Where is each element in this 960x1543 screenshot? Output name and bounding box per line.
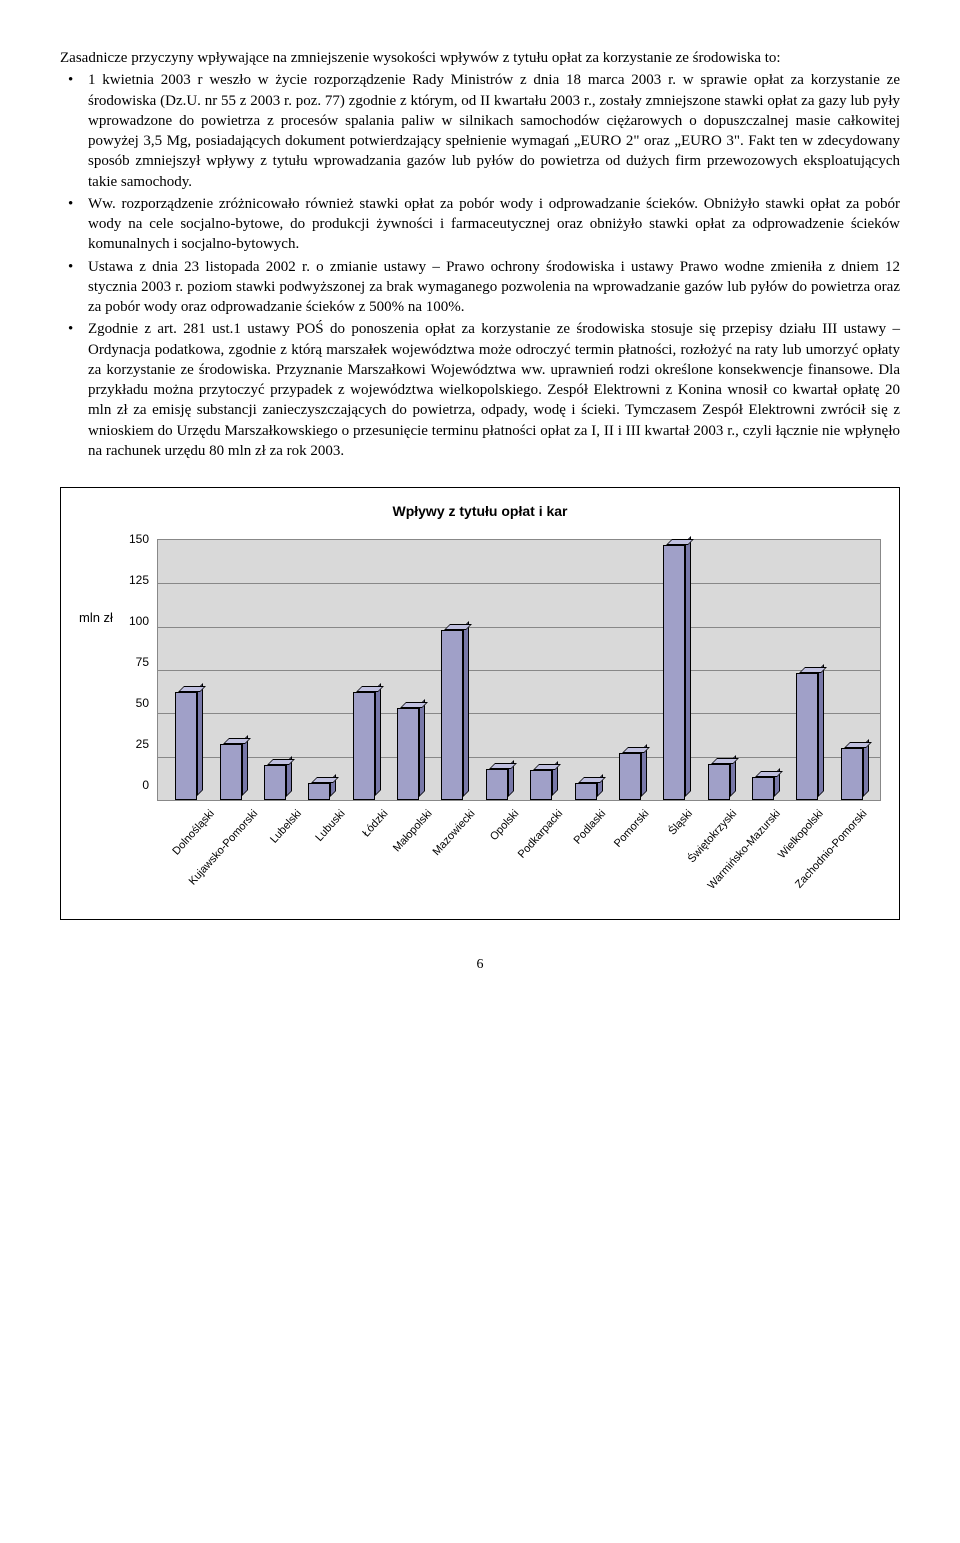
bar <box>663 545 685 800</box>
ytick: 100 <box>129 614 149 628</box>
chart-container: Wpływy z tytułu opłat i kar mln zł 150 1… <box>60 487 900 920</box>
bar <box>708 764 730 800</box>
chart-yticks: 150 125 100 75 50 25 0 <box>129 532 157 792</box>
bullet-list: 1 kwietnia 2003 r weszło w życie rozporz… <box>60 70 900 461</box>
page-number: 6 <box>60 956 900 975</box>
ytick: 0 <box>142 778 149 792</box>
bar-slot <box>297 540 341 800</box>
ytick: 75 <box>136 655 149 669</box>
bullet-item: Zgodnie z art. 281 ust.1 ustawy POŚ do p… <box>60 319 900 461</box>
xlabel: Pomorski <box>612 807 654 851</box>
chart-plot-area <box>157 539 881 801</box>
bar <box>619 753 641 800</box>
chart-ylabel: mln zł <box>79 539 129 627</box>
bar <box>486 769 508 800</box>
bar-slot <box>253 540 297 800</box>
bar-slot <box>652 540 696 800</box>
bar <box>308 783 330 800</box>
bar <box>264 765 286 800</box>
bar <box>575 783 597 800</box>
bar-slot <box>608 540 652 800</box>
ytick: 50 <box>136 696 149 710</box>
xlabel: Łódzki <box>360 807 392 841</box>
ytick: 125 <box>129 573 149 587</box>
xlabel: Śląski <box>666 807 697 839</box>
xlabel: Opolski <box>487 807 523 844</box>
bar-slot <box>386 540 430 800</box>
bar <box>175 692 197 799</box>
bar-slot <box>519 540 563 800</box>
bar <box>397 708 419 800</box>
bullet-item: Ww. rozporządzenie zróżnicowało również … <box>60 194 900 255</box>
bar-slot <box>697 540 741 800</box>
bar-slot <box>741 540 785 800</box>
bar <box>796 673 818 800</box>
bar-slot <box>430 540 474 800</box>
ytick: 150 <box>129 532 149 546</box>
bar <box>530 770 552 799</box>
bar <box>841 748 863 800</box>
xlabel: Podlaski <box>571 807 610 848</box>
bar-slot <box>164 540 208 800</box>
xlabel: Lubuski <box>312 807 348 845</box>
xlabel: Lubelski <box>267 807 305 847</box>
bar <box>220 744 242 799</box>
bullet-item: 1 kwietnia 2003 r weszło w życie rozporz… <box>60 70 900 192</box>
bar-slot <box>342 540 386 800</box>
intro-paragraph: Zasadnicze przyczyny wpływające na zmnie… <box>60 48 900 68</box>
bar-slot <box>830 540 874 800</box>
bar-slot <box>785 540 829 800</box>
bar <box>752 777 774 800</box>
bullet-item: Ustawa z dnia 23 listopada 2002 r. o zmi… <box>60 257 900 318</box>
bar <box>353 692 375 799</box>
bar-slot <box>208 540 252 800</box>
bar-slot <box>475 540 519 800</box>
chart-title: Wpływy z tytułu opłat i kar <box>79 502 881 521</box>
ytick: 25 <box>136 737 149 751</box>
bar-slot <box>563 540 607 800</box>
bar <box>441 630 463 800</box>
